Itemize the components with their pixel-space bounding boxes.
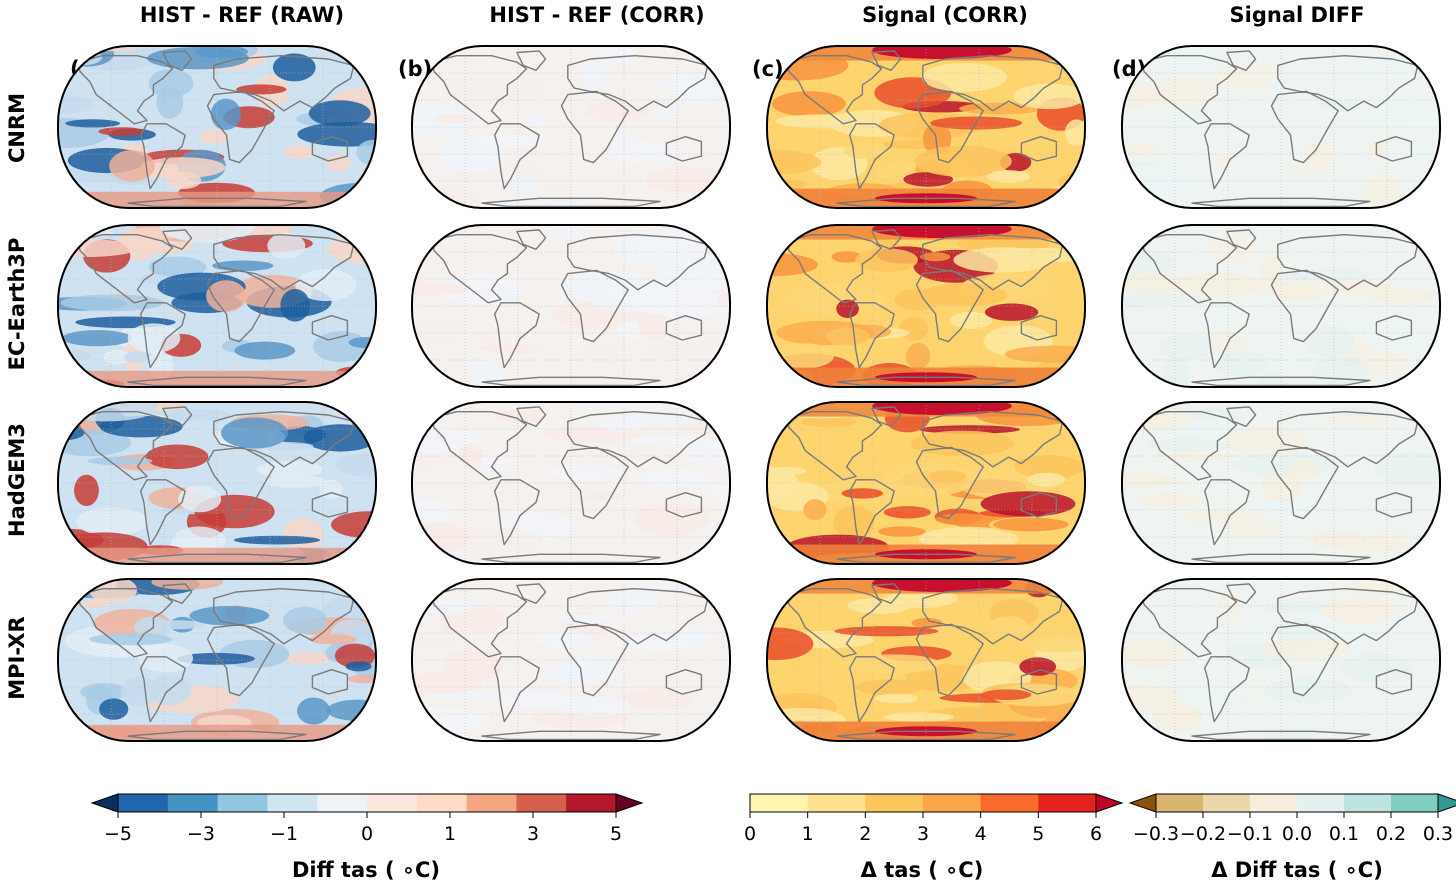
- colorbar-segment: [167, 794, 219, 812]
- colorbar-tick-label-delta-tas: 3: [917, 823, 929, 845]
- colorbar-tick-label-delta-diff-tas: 0.2: [1376, 823, 1406, 845]
- colorbar-diff-tas: −5 −3 −1 0 1 3 5: [90, 793, 644, 845]
- colorbar-extend-max: [1437, 793, 1456, 813]
- colorbar-tick-label-delta-diff-tas: −0.2: [1180, 823, 1226, 845]
- column-title-raw: HIST - REF (RAW): [140, 3, 344, 27]
- column-title-corr: HIST - REF (CORR): [489, 3, 704, 27]
- colorbar-tick-label-delta-tas: 6: [1090, 823, 1102, 845]
- row-label-mpi-xr: MPI-XR: [5, 616, 29, 699]
- map-panel-corr-ec-earth3p: [411, 224, 731, 388]
- colorbar-segment: [1250, 794, 1298, 812]
- colorbar-segment: [980, 794, 1039, 812]
- colorbar-tick-label-delta-tas: 5: [1032, 823, 1044, 845]
- colorbar-segment: [367, 794, 418, 812]
- colorbar-segment: [118, 794, 169, 812]
- colorbar-segment: [1203, 794, 1251, 812]
- colorbar-segment: [807, 794, 866, 812]
- colorbar-segment: [317, 794, 368, 812]
- map-panel-signal-cnrm: [766, 45, 1086, 209]
- map-panel-signal-hadgem3: [766, 401, 1086, 565]
- map-panel-raw-cnrm: [57, 45, 377, 209]
- colorbar-tick-label-diff-tas: 5: [610, 823, 622, 845]
- map-panel-raw-ec-earth3p: [57, 224, 377, 388]
- colorbar-tick-label-delta-tas: 2: [859, 823, 871, 845]
- colorbar-segment: [1297, 794, 1345, 812]
- map-panel-raw-hadgem3: [57, 401, 377, 565]
- colorbar-tick-label-diff-tas: 1: [444, 823, 456, 845]
- row-label-hadgem3: HadGEM3: [5, 423, 29, 537]
- column-title-signal: Signal (CORR): [862, 3, 1028, 27]
- colorbar-segment: [865, 794, 924, 812]
- colorbar-segment: [566, 794, 617, 812]
- colorbar-segment: [1156, 794, 1204, 812]
- colorbar-tick-label-delta-diff-tas: 0.1: [1329, 823, 1359, 845]
- colorbar-extend-max: [615, 793, 644, 813]
- colorbar-tick-label-delta-diff-tas: −0.1: [1227, 823, 1273, 845]
- colorbar-label-delta-diff-tas: Δ Diff tas ( ∘C): [1211, 858, 1383, 882]
- map-panel-corr-hadgem3: [411, 401, 731, 565]
- colorbar-segment: [217, 794, 268, 812]
- column-title-signal-diff: Signal DIFF: [1230, 3, 1365, 27]
- colorbar-segment: [1344, 794, 1392, 812]
- map-panel-diff-mpi-xr: [1121, 578, 1441, 742]
- colorbar-tick-label-delta-tas: 1: [802, 823, 814, 845]
- colorbar-tick-label-diff-tas: 0: [361, 823, 373, 845]
- map-panel-diff-hadgem3: [1121, 401, 1441, 565]
- colorbar-delta-tas: 0 1 2 3 4 5 6: [744, 793, 1124, 845]
- colorbar-tick-label-delta-tas: 4: [975, 823, 987, 845]
- colorbar-delta-diff-tas: −0.3 −0.2 −0.1 0.0 0.1 0.2 0.3: [1128, 793, 1456, 845]
- colorbar-extend-max: [1095, 793, 1124, 813]
- colorbar-segment: [750, 794, 809, 812]
- colorbar-tick-label-delta-diff-tas: 0.0: [1282, 823, 1312, 845]
- colorbar-label-delta-tas: Δ tas ( ∘C): [861, 858, 984, 882]
- map-panel-signal-ec-earth3p: [766, 224, 1086, 388]
- colorbar-extend-min: [90, 793, 119, 813]
- colorbar-tick-label-diff-tas: 3: [527, 823, 539, 845]
- map-panel-raw-mpi-xr: [57, 578, 377, 742]
- colorbar-tick-label-diff-tas: −5: [104, 823, 132, 845]
- colorbar-tick-label-delta-tas: 0: [744, 823, 756, 845]
- map-panel-signal-mpi-xr: [766, 578, 1086, 742]
- row-label-ec-earth3p: EC-Earth3P: [5, 238, 29, 371]
- map-grid: [57, 45, 1441, 742]
- colorbar-segment: [267, 794, 318, 812]
- colorbar-segment: [466, 794, 517, 812]
- colorbar-tick-label-diff-tas: −3: [187, 823, 215, 845]
- colorbar-extend-min: [1128, 793, 1157, 813]
- colorbar-tick-label-delta-diff-tas: 0.3: [1423, 823, 1453, 845]
- colorbar-segment: [516, 794, 567, 812]
- colorbar-tick-label-diff-tas: −1: [270, 823, 298, 845]
- map-panel-corr-mpi-xr: [411, 578, 731, 742]
- map-panel-corr-cnrm: [411, 45, 731, 209]
- colorbar-segment: [416, 794, 468, 812]
- colorbar-tick-label-delta-diff-tas: −0.3: [1133, 823, 1179, 845]
- row-label-cnrm: CNRM: [5, 93, 29, 163]
- colorbar-segment: [923, 794, 982, 812]
- panel-letter-c: (c): [752, 57, 784, 81]
- colorbar-segment: [1391, 794, 1439, 812]
- colorbar-segment: [1038, 794, 1097, 812]
- colorbar-label-diff-tas: Diff tas ( ∘C): [292, 858, 440, 882]
- map-panel-diff-ec-earth3p: [1121, 224, 1441, 388]
